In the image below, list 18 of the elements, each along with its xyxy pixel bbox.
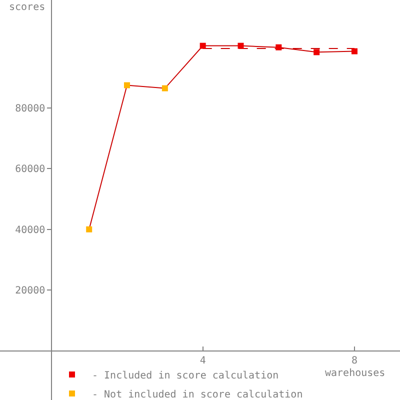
point: [162, 85, 168, 92]
y-tick-label: 20000: [15, 286, 46, 297]
y-tick-label: 40000: [15, 224, 46, 236]
y-tick-label: 60000: [15, 164, 46, 176]
legend-label: - Included in score calculation: [92, 370, 279, 382]
y-axis-title: scores: [9, 2, 46, 13]
x-axis-title: warehouses: [325, 368, 386, 379]
legend-label: - Not included in score calculation: [92, 389, 303, 400]
point: [276, 44, 282, 50]
point: [352, 48, 358, 54]
x-tick-label: 8: [351, 356, 358, 367]
point: [124, 82, 130, 88]
point: [86, 226, 92, 232]
x-tick-label: 4: [200, 356, 206, 367]
y-tick-label: 80000: [15, 104, 46, 114]
point: [200, 42, 206, 49]
point: [314, 49, 320, 56]
point: [238, 42, 244, 49]
